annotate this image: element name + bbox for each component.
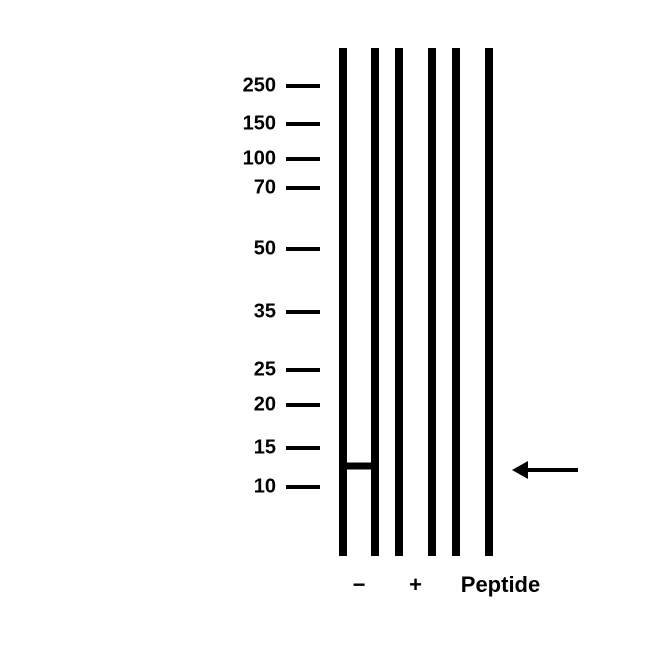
mw-label: 250	[0, 75, 276, 98]
mw-tick	[286, 446, 320, 450]
lane-edge-right	[428, 48, 436, 556]
mw-tick	[286, 186, 320, 190]
mw-label: 35	[0, 301, 276, 324]
lane-label: Peptide	[441, 572, 561, 598]
lane-edge-left	[339, 48, 347, 556]
blot-band	[347, 463, 371, 470]
mw-label: 15	[0, 437, 276, 460]
mw-label: 20	[0, 394, 276, 417]
lane-interior	[347, 48, 371, 556]
mw-tick	[286, 157, 320, 161]
mw-tick	[286, 84, 320, 88]
mw-tick	[286, 403, 320, 407]
mw-tick	[286, 122, 320, 126]
lane-edge-left	[395, 48, 403, 556]
mw-tick	[286, 368, 320, 372]
western-blot-figure: 25015010070503525201510 −+Peptide	[0, 0, 650, 653]
lane-edge-right	[371, 48, 379, 556]
lane-interior	[403, 48, 428, 556]
mw-label: 150	[0, 113, 276, 136]
mw-tick	[286, 485, 320, 489]
lane-edge-right	[485, 48, 493, 556]
mw-label: 100	[0, 148, 276, 171]
arrow-head-icon	[512, 461, 528, 479]
mw-tick	[286, 247, 320, 251]
mw-label: 10	[0, 476, 276, 499]
mw-label: 70	[0, 177, 276, 200]
mw-label: 50	[0, 238, 276, 261]
lane-interior	[460, 48, 485, 556]
arrow-shaft	[528, 468, 578, 472]
lane-edge-left	[452, 48, 460, 556]
mw-label: 25	[0, 359, 276, 382]
mw-tick	[286, 310, 320, 314]
